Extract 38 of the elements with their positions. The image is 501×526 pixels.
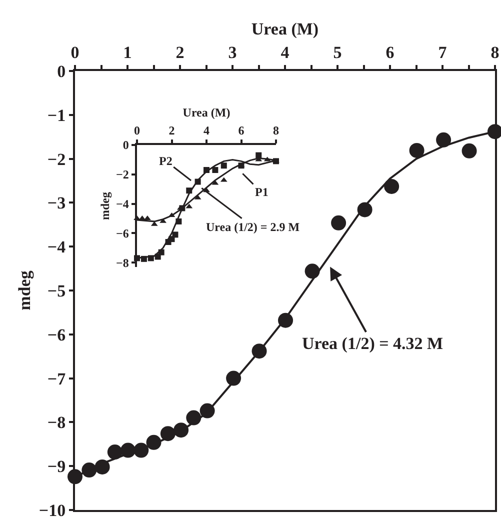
y-tick-label: −10 xyxy=(38,500,66,520)
x-tick-label: 1 xyxy=(123,43,132,62)
y-tick-label: 0 xyxy=(122,138,129,152)
y-tick-label: −9 xyxy=(47,457,66,476)
x-tick-label: 4 xyxy=(204,123,210,138)
y-tick-label: 0 xyxy=(57,62,66,81)
annotation: Urea (1/2) = 4.32 M xyxy=(302,334,444,353)
x-tick-label: 8 xyxy=(273,123,279,138)
annotation: P1 xyxy=(255,185,268,199)
x-tick-label: 2 xyxy=(168,123,175,138)
x-tick-label: 3 xyxy=(228,43,237,62)
x-axis-title: Urea (M) xyxy=(251,19,319,38)
x-tick-label: 2 xyxy=(176,43,184,62)
y-tick-label: −1 xyxy=(47,106,66,125)
annotation: P2 xyxy=(159,154,172,168)
x-tick-label: 4 xyxy=(280,43,290,62)
x-axis-title: Urea (M) xyxy=(182,105,230,120)
x-tick-label: 5 xyxy=(333,43,342,62)
y-tick-label: −8 xyxy=(47,413,66,432)
y-tick-label: −6 xyxy=(116,226,129,240)
x-tick-label: 0 xyxy=(70,43,80,62)
x-tick-label: 0 xyxy=(134,123,140,138)
y-tick-label: −5 xyxy=(47,281,66,300)
y-tick-label: −4 xyxy=(47,238,66,257)
x-tick-label: 6 xyxy=(386,43,394,62)
y-tick-label: −3 xyxy=(47,194,66,213)
x-tick-label: 8 xyxy=(490,43,500,62)
y-tick-label: −7 xyxy=(47,369,66,388)
y-tick-label: −4 xyxy=(116,197,129,211)
y-tick-label: −8 xyxy=(116,256,129,270)
y-tick-label: −2 xyxy=(47,150,66,169)
y-tick-label: −2 xyxy=(116,168,129,182)
x-tick-label: 7 xyxy=(438,43,448,62)
y-axis-title: mdeg xyxy=(14,270,34,310)
annotation: Urea (1/2) = 2.9 M xyxy=(206,220,300,234)
x-tick-label: 6 xyxy=(238,123,244,138)
y-tick-label: −6 xyxy=(47,325,66,344)
y-axis-title: mdeg xyxy=(98,192,112,220)
